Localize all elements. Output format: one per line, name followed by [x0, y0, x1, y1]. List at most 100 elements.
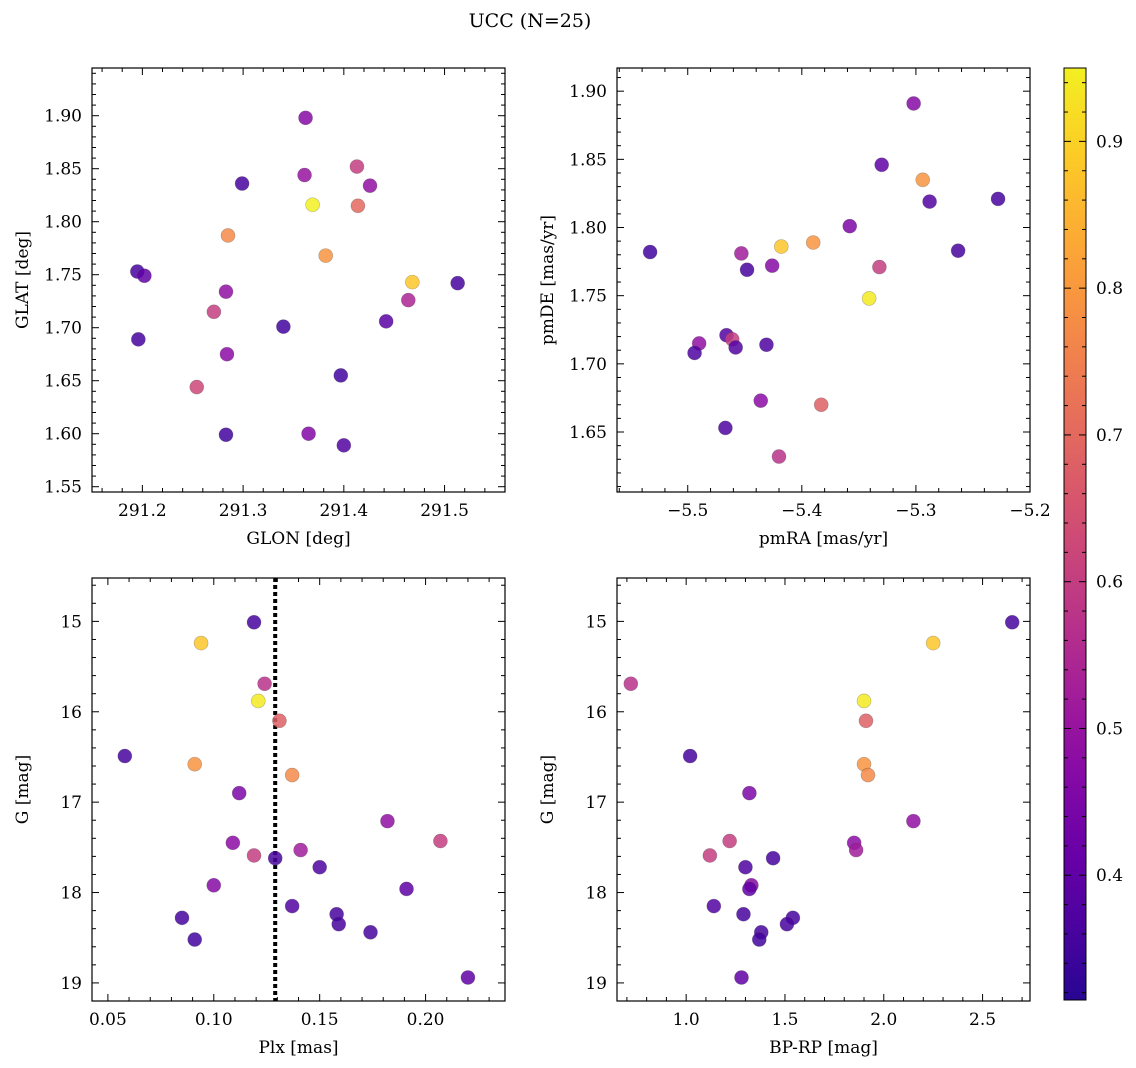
x-tick-label: 291.5 — [420, 501, 469, 521]
panel-2: −5.5 −5.4 −5.3 −5.2 1.65 1.70 1.75 1.80 1.85 1.90… — [538, 67, 1051, 549]
data-point — [318, 248, 333, 263]
y-tick-label: 1.80 — [44, 213, 82, 233]
x-tick-label: 2.0 — [870, 1010, 897, 1030]
y-axis-label: G [mag] — [538, 755, 558, 824]
colorbar: 0.4 0.5 0.6 0.7 0.8 0.9 — [1063, 67, 1123, 1001]
x-tick-label: −5.4 — [781, 501, 822, 521]
y-tick-label: 19 — [60, 974, 82, 994]
x-tick-label: 2.5 — [969, 1010, 996, 1030]
panel-4: 1.0 1.5 2.0 2.5 15 16 17 18 19 BP-RP [mag] G [mag] — [538, 577, 1031, 1058]
data-point — [642, 244, 658, 260]
x-tick-label: 0.05 — [89, 1010, 127, 1030]
y-tick-label: 15 — [585, 612, 607, 632]
data-point — [856, 693, 872, 709]
y-tick-label: 1.55 — [44, 478, 82, 498]
data-point — [187, 756, 203, 772]
data-point — [336, 438, 352, 453]
data-point — [842, 218, 858, 234]
x-tick-label: 1.0 — [673, 1010, 700, 1030]
y-tick-label: 1.70 — [44, 319, 82, 339]
x-tick-label: 0.20 — [407, 1010, 445, 1030]
x-tick-label: 0.15 — [301, 1010, 339, 1030]
data-point — [751, 932, 767, 947]
y-tick-label: 1.75 — [569, 287, 607, 307]
colorbar-tick-label: 0.5 — [1096, 719, 1123, 739]
data-point — [187, 932, 203, 947]
data-point — [450, 275, 465, 291]
y-tick-label: 1.65 — [569, 423, 607, 443]
data-point — [759, 337, 774, 353]
y-tick-label: 17 — [585, 793, 607, 813]
data-point — [872, 259, 887, 275]
y-tick-label: 1.80 — [569, 219, 607, 239]
data-point — [848, 842, 864, 858]
data-point — [1004, 614, 1020, 630]
data-point — [623, 676, 639, 692]
x-tick-label: −5.2 — [1009, 501, 1050, 521]
data-point — [950, 243, 966, 258]
data-point — [771, 449, 787, 464]
y-tick-label: 18 — [60, 884, 82, 904]
data-point — [765, 850, 781, 866]
data-point — [257, 676, 272, 692]
data-point — [305, 197, 320, 213]
data-point — [137, 268, 152, 284]
axes-frame — [91, 67, 506, 493]
data-point — [206, 878, 222, 893]
x-axis-label: GLON [deg] — [246, 529, 350, 549]
x-tick-label: 0.10 — [195, 1010, 233, 1030]
data-point — [246, 614, 262, 630]
data-point — [722, 833, 737, 849]
y-tick-label: 17 — [60, 793, 82, 813]
data-point — [206, 304, 222, 320]
data-point — [736, 906, 751, 922]
y-tick-label: 15 — [60, 612, 82, 632]
data-point — [906, 96, 921, 111]
y-tick-label: 16 — [60, 703, 82, 723]
y-tick-label: 1.70 — [569, 355, 607, 375]
data-point — [174, 910, 190, 926]
data-point — [250, 693, 266, 709]
data-point — [193, 635, 209, 651]
data-point — [860, 767, 876, 783]
data-point — [362, 178, 378, 193]
y-tick-label: 1.65 — [44, 372, 82, 392]
data-point — [218, 427, 234, 443]
data-point — [276, 319, 291, 334]
data-point — [753, 393, 769, 408]
data-point — [742, 881, 757, 897]
scatter-points — [117, 614, 476, 985]
data-point — [218, 284, 234, 299]
colorbar-tick-label: 0.6 — [1096, 573, 1123, 593]
data-point — [350, 198, 366, 214]
x-tick-label: 291.2 — [118, 501, 167, 521]
data-point — [297, 167, 312, 183]
axes-frame — [616, 67, 1031, 493]
data-point — [399, 881, 414, 897]
y-tick-label: 1.90 — [44, 107, 82, 127]
panel-3: 0.05 0.10 0.15 0.20 15 16 17 18 19 Plx [mas] G [ma… — [13, 577, 506, 1058]
data-point — [333, 368, 349, 383]
axes-frame — [616, 577, 1031, 1002]
figure-title: UCC (N=25) — [469, 10, 592, 32]
data-point — [813, 397, 829, 413]
axes-frame — [91, 577, 506, 1002]
x-tick-label: 1.5 — [771, 1010, 798, 1030]
data-point — [219, 346, 235, 362]
colorbar-tick-label: 0.7 — [1096, 426, 1123, 446]
data-point — [906, 813, 921, 829]
data-point — [312, 859, 327, 875]
y-tick-label: 1.90 — [569, 82, 607, 102]
data-point — [272, 713, 287, 729]
data-point — [779, 916, 795, 932]
x-axis-label: pmRA [mas/yr] — [759, 529, 888, 549]
data-point — [246, 848, 262, 863]
scatter-points — [623, 614, 1020, 985]
x-axis-label: Plx [mas] — [258, 1038, 338, 1058]
data-point — [301, 426, 316, 442]
data-point — [858, 713, 874, 729]
data-point — [718, 420, 733, 436]
x-axis-label: BP-RP [mag] — [769, 1038, 878, 1058]
y-tick-label: 1.85 — [569, 150, 607, 170]
colorbar-tick-label: 0.4 — [1096, 866, 1123, 886]
